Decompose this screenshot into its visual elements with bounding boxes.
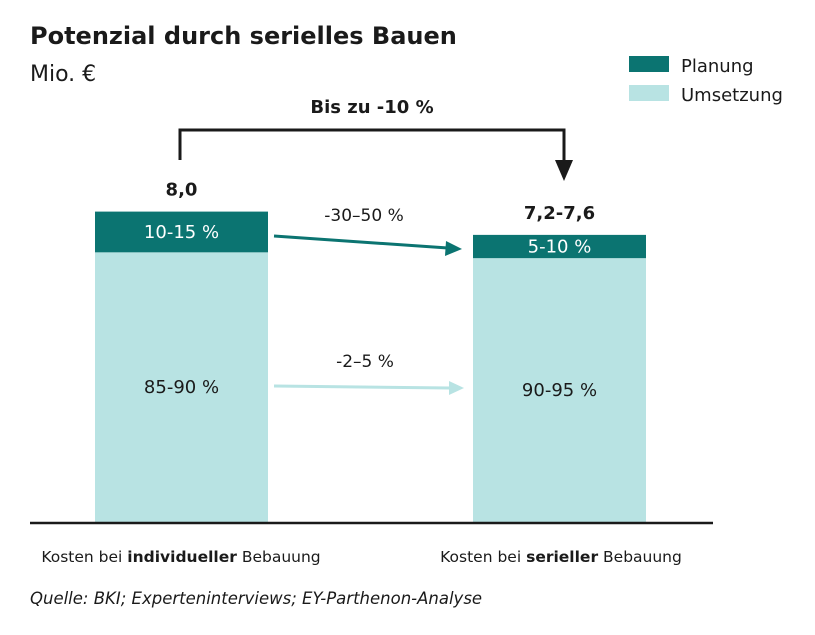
arrow-line-planung	[273, 234, 449, 250]
arrow-umsetzung: -2–5 %	[273, 352, 464, 395]
chart-title: Potenzial durch serielles Bauen	[30, 22, 457, 50]
bracket-line	[178, 128, 566, 160]
segment-label-umsetzung-seriell: 90-95 %	[522, 380, 597, 401]
total-label-seriell: 7,2-7,6	[524, 203, 595, 224]
arrow-line-umsetzung	[273, 384, 451, 390]
category-label-individuell: Kosten bei individueller Bebauung	[41, 548, 320, 566]
arrow-label-umsetzung: -2–5 %	[336, 352, 394, 372]
chart-unit: Mio. €	[30, 62, 96, 87]
bar-segment-planung-individuell	[95, 211, 268, 253]
legend-label-planung: Planung	[681, 56, 754, 77]
segment-label-planung-seriell: 5-10 %	[528, 237, 592, 258]
bars: 85-90 % 10-15 % 8,0 90-95 % 5-10 % 7,2-7,6	[95, 180, 646, 522]
bar-segment-planung-seriell	[473, 234, 646, 259]
bar-segment-umsetzung-seriell	[473, 258, 646, 522]
comparison-bracket: Bis zu -10 %	[178, 97, 573, 181]
segment-label-planung-individuell: 10-15 %	[144, 222, 219, 243]
legend: Planung Umsetzung	[629, 56, 783, 106]
legend-label-umsetzung: Umsetzung	[681, 85, 783, 106]
bracket-label: Bis zu -10 %	[310, 97, 433, 118]
segment-label-umsetzung-individuell: 85-90 %	[144, 377, 219, 398]
bracket-arrowhead	[555, 160, 573, 181]
legend-swatch-umsetzung	[629, 85, 669, 101]
arrow-head-planung	[445, 241, 462, 256]
arrow-head-umsetzung	[449, 381, 464, 395]
source-note: Quelle: BKI; Experteninterviews; EY-Part…	[30, 589, 482, 608]
arrow-planung: -30–50 %	[273, 206, 462, 256]
total-label-individuell: 8,0	[166, 180, 198, 201]
legend-swatch-planung	[629, 56, 669, 72]
arrow-label-planung: -30–50 %	[324, 206, 403, 226]
bar-segment-umsetzung-individuell	[95, 252, 268, 522]
category-label-seriell: Kosten bei serieller Bebauung	[440, 548, 682, 566]
